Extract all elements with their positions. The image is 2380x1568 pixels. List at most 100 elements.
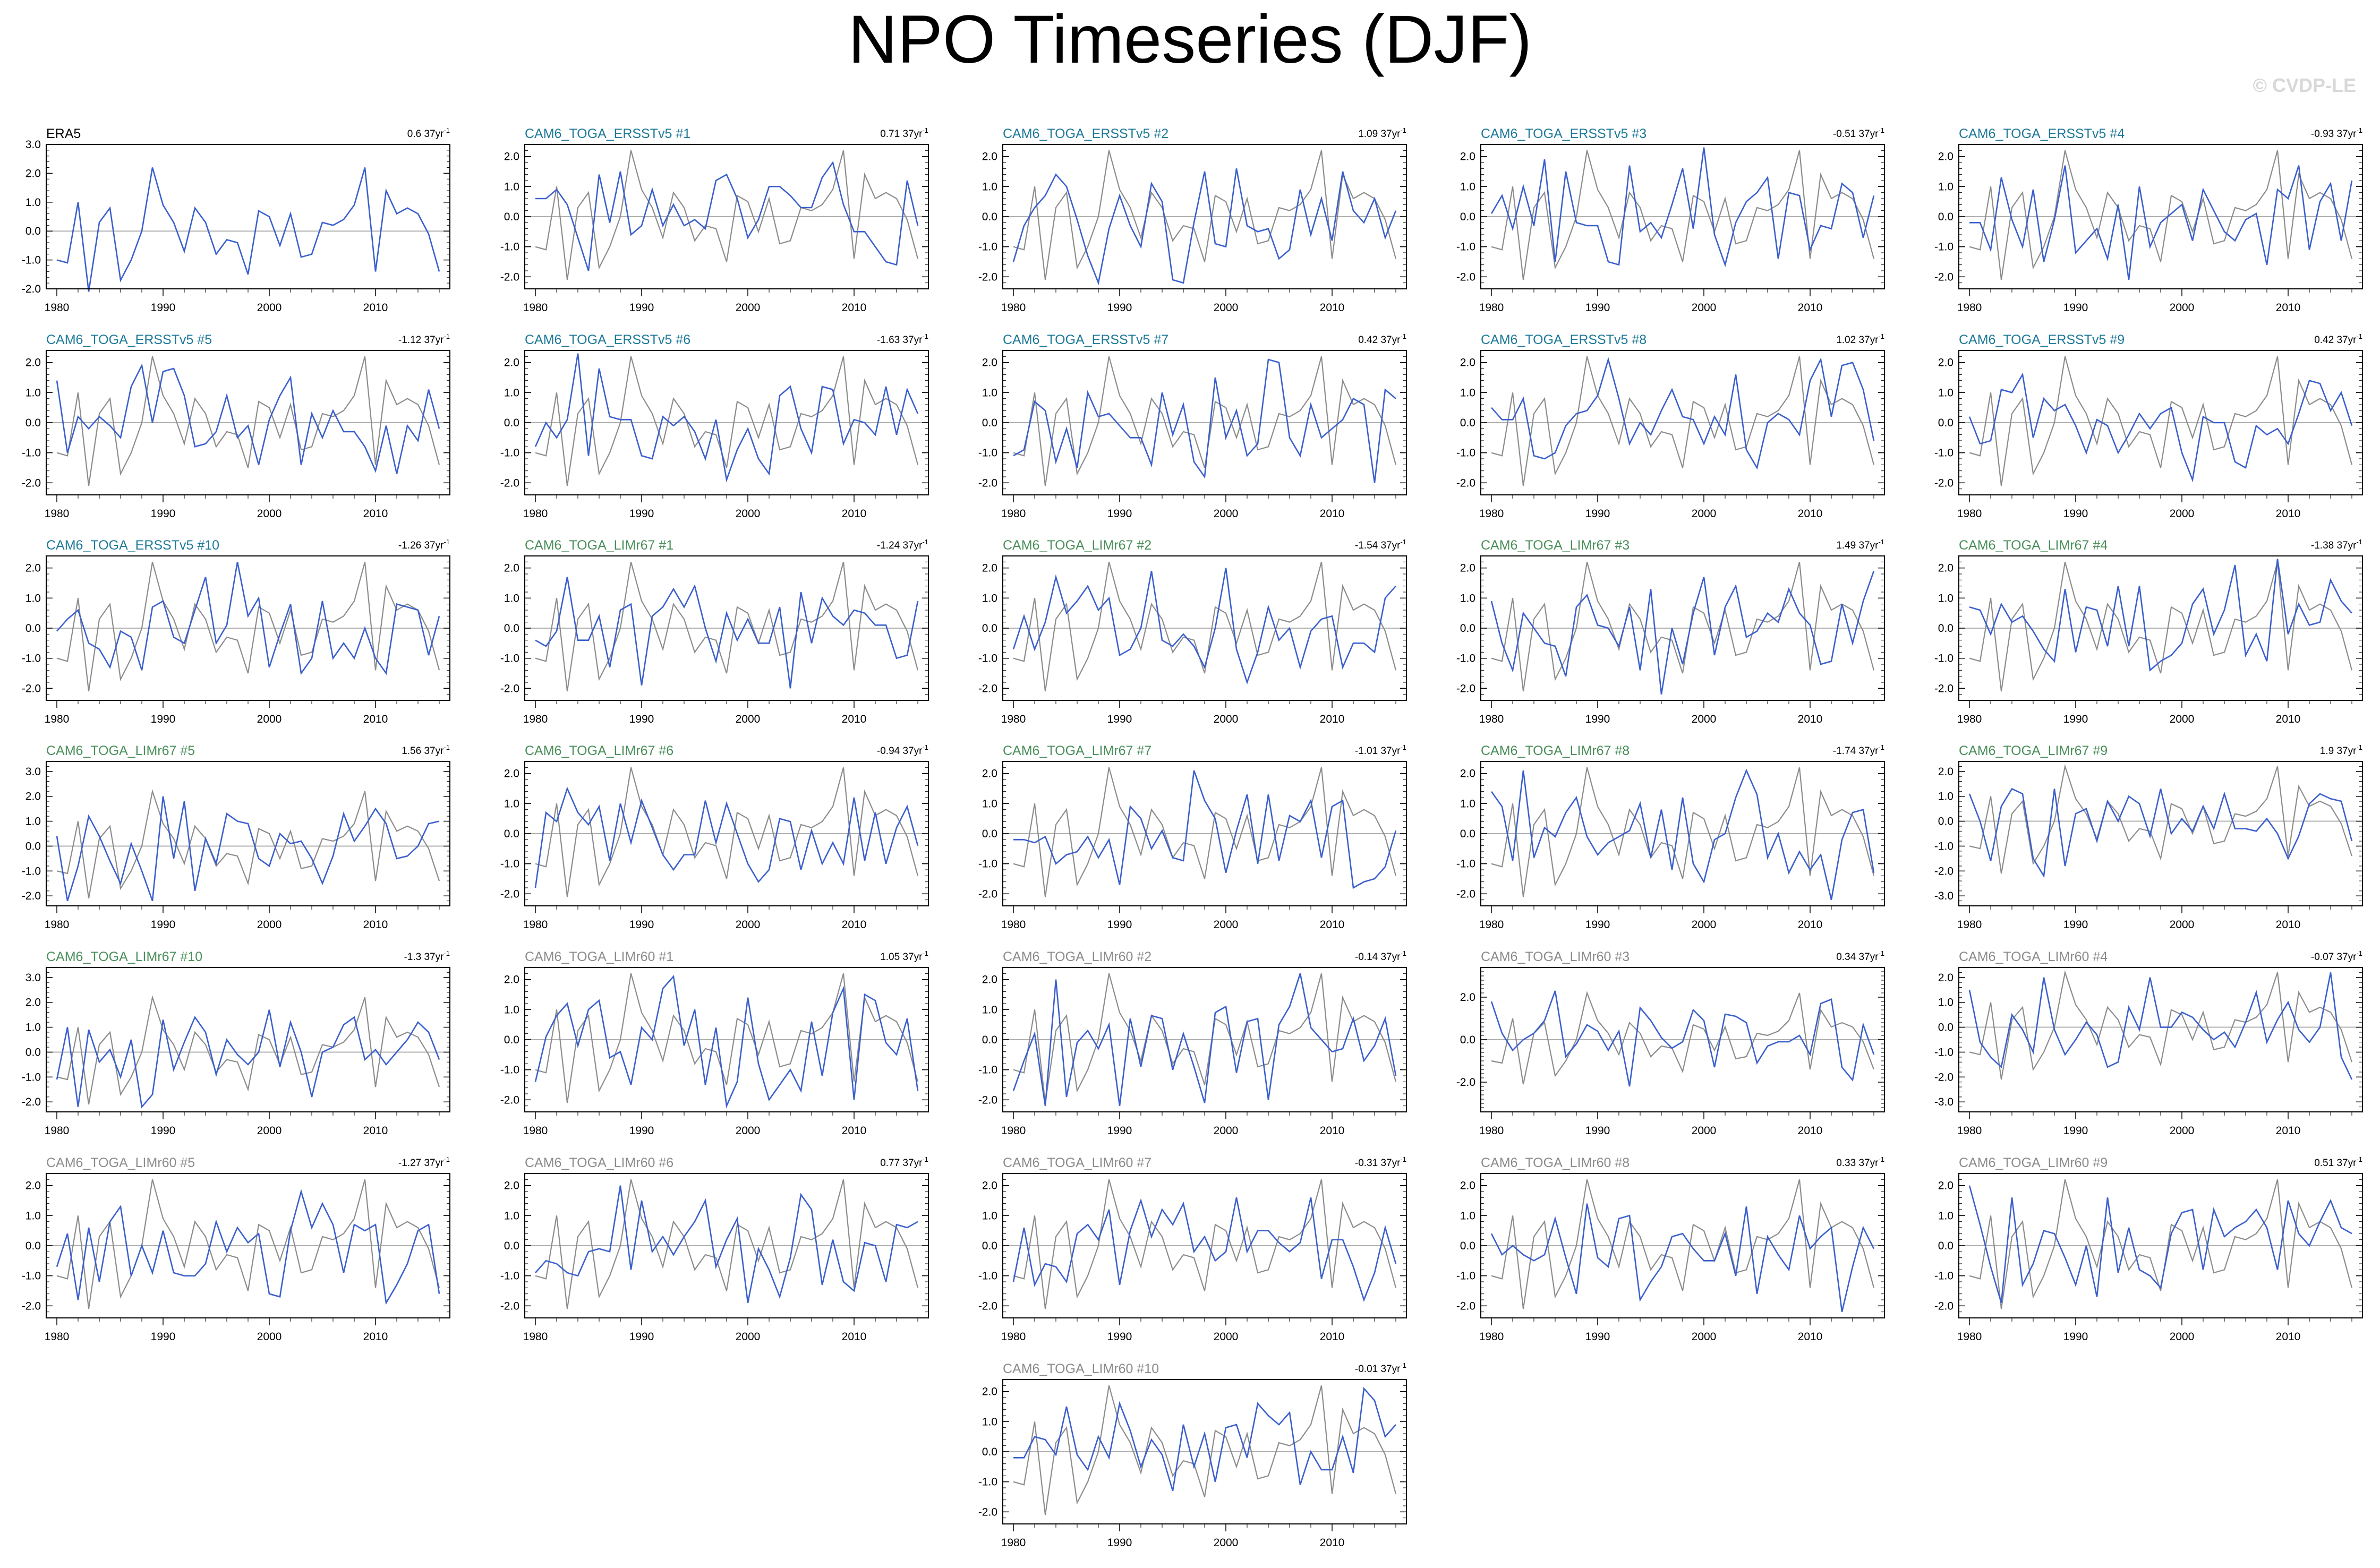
x-tick-label: 1980 xyxy=(45,508,70,520)
y-tick-label: 2.0 xyxy=(25,791,41,803)
trend-label: -1.3 37yr-1 xyxy=(404,949,450,963)
panel-title: CAM6_TOGA_LIMr67 #6 xyxy=(525,743,673,758)
plot-frame xyxy=(524,144,929,289)
trend-label: -0.93 37yr-1 xyxy=(2311,126,2362,140)
panel-title: CAM6_TOGA_LIMr60 #2 xyxy=(1003,949,1151,964)
x-tick-label: 2000 xyxy=(1692,508,1717,520)
x-tick-label: 1980 xyxy=(1001,1537,1026,1549)
x-tick-label: 2010 xyxy=(1798,508,1823,520)
x-tick-label: 1990 xyxy=(151,1331,176,1343)
y-tick-label: 0.0 xyxy=(982,1446,997,1458)
y-tick-label: 1.0 xyxy=(1938,181,1954,193)
plot-frame xyxy=(1958,350,2363,495)
trend-label: -1.26 37yr-1 xyxy=(398,538,450,551)
chart-panel: CAM6_TOGA_LIMr67 #9 1.9 37yr-1 -3.0 -2.0 -1.… xyxy=(1934,743,2363,931)
y-tick-label: 1.0 xyxy=(504,1210,519,1222)
chart-panel: CAM6_TOGA_LIMr60 #4 -0.07 37yr-1 -3.0 -2.0 -… xyxy=(1934,949,2363,1137)
trend-label: -0.31 37yr-1 xyxy=(1355,1155,1406,1169)
panel-title: CAM6_TOGA_LIMr67 #1 xyxy=(525,538,673,553)
chart-panel: CAM6_TOGA_ERSSTv5 #10 -1.26 37yr-1 -2.0 -1.… xyxy=(22,538,450,725)
observed-series-line xyxy=(56,562,440,692)
panel-title: CAM6_TOGA_LIMr60 #3 xyxy=(1481,949,1630,964)
y-tick-label: 2.0 xyxy=(1938,151,1954,163)
chart-panel: CAM6_TOGA_LIMr67 #5 1.56 37yr-1 -2.0 -1.0 0.… xyxy=(22,743,450,931)
y-tick-label: 2.0 xyxy=(1460,151,1475,163)
x-tick-label: 1990 xyxy=(151,1125,176,1137)
model-series-line xyxy=(1013,1386,1396,1492)
trend-label: 1.02 37yr-1 xyxy=(1836,332,1884,346)
model-series-line xyxy=(1012,1197,1397,1302)
x-tick-label: 1980 xyxy=(523,1125,548,1137)
y-tick-label: 1.0 xyxy=(982,1004,997,1016)
y-tick-label: 2.0 xyxy=(504,974,519,986)
model-series-line xyxy=(1968,787,2353,878)
y-tick-label: 2.0 xyxy=(504,1180,519,1192)
plot-frame xyxy=(1958,761,2363,906)
y-tick-label: 0.0 xyxy=(504,1034,519,1046)
y-tick-label: 1.0 xyxy=(982,387,997,399)
x-tick-label: 2010 xyxy=(363,1125,388,1137)
panel-title: CAM6_TOGA_LIMr67 #3 xyxy=(1481,538,1630,553)
y-tick-label: 1.0 xyxy=(1460,387,1475,399)
y-tick-label: -1.0 xyxy=(1456,653,1475,665)
chart-panel: CAM6_TOGA_LIMr60 #1 1.05 37yr-1 -2.0 -1.0 0.… xyxy=(500,949,929,1137)
panel-title: CAM6_TOGA_ERSSTv5 #4 xyxy=(1959,126,2125,141)
x-tick-label: 1990 xyxy=(1107,302,1132,314)
model-series-line xyxy=(1968,972,2353,1080)
y-tick-label: -2.0 xyxy=(22,890,41,902)
y-tick-label: 2.0 xyxy=(504,357,519,369)
observed-series-line xyxy=(56,356,440,486)
y-tick-label: -1.0 xyxy=(22,653,41,665)
y-tick-label: -2.0 xyxy=(500,888,519,900)
x-tick-label: 2000 xyxy=(2170,1125,2195,1137)
x-tick-label: 1990 xyxy=(151,713,176,725)
y-tick-label: 1.0 xyxy=(982,798,997,810)
y-tick-label: -2.0 xyxy=(500,1300,519,1312)
y-tick-label: 0.0 xyxy=(982,1034,997,1046)
trend-label: 0.51 37yr-1 xyxy=(2314,1155,2362,1169)
x-tick-label: 1980 xyxy=(1957,508,1982,520)
x-tick-label: 1980 xyxy=(523,919,548,931)
y-tick-label: -1.0 xyxy=(978,447,997,459)
y-tick-label: 1.0 xyxy=(982,592,997,604)
y-tick-label: 0.0 xyxy=(25,1046,41,1058)
x-tick-label: 2010 xyxy=(1320,302,1345,314)
y-tick-label: 0.0 xyxy=(1460,828,1475,840)
chart-panel: CAM6_TOGA_LIMr60 #3 0.34 37yr-1 -2.0 0.0 2.0… xyxy=(1456,949,1885,1137)
y-tick-label: 2.0 xyxy=(982,974,997,986)
y-tick-label: 1.0 xyxy=(25,196,41,209)
panel-title: CAM6_TOGA_LIMr60 #7 xyxy=(1003,1155,1151,1170)
x-tick-label: 2000 xyxy=(257,713,282,725)
y-tick-label: -2.0 xyxy=(22,1096,41,1108)
model-series-line xyxy=(56,562,440,675)
trend-label: 0.34 37yr-1 xyxy=(1836,949,1884,963)
x-tick-label: 1980 xyxy=(1479,713,1504,725)
y-tick-label: -1.0 xyxy=(22,254,41,267)
x-tick-label: 1980 xyxy=(523,1331,548,1343)
x-tick-label: 1990 xyxy=(1107,919,1132,931)
observed-series-line xyxy=(535,767,919,897)
y-tick-label: 0.0 xyxy=(25,622,41,635)
y-tick-label: 2.0 xyxy=(1938,357,1954,369)
y-tick-label: 2.0 xyxy=(1938,1180,1954,1192)
x-tick-label: 1980 xyxy=(45,919,70,931)
x-tick-label: 1980 xyxy=(1957,302,1982,314)
y-tick-label: 1.0 xyxy=(25,592,41,604)
y-tick-label: -2.0 xyxy=(22,283,41,295)
panel-title: CAM6_TOGA_ERSSTv5 #8 xyxy=(1481,332,1647,347)
model-series-line xyxy=(1969,559,2352,672)
x-tick-label: 2000 xyxy=(1692,1331,1717,1343)
y-tick-label: 0.0 xyxy=(1938,816,1954,828)
observed-series-line xyxy=(56,789,440,899)
plot-frame xyxy=(524,1173,929,1318)
chart-panel: CAM6_TOGA_ERSSTv5 #3 -0.51 37yr-1 -2.0 -1.0… xyxy=(1456,126,1885,314)
y-tick-label: 1.0 xyxy=(982,181,997,193)
y-tick-label: -2.0 xyxy=(1934,1300,1954,1312)
plot-frame xyxy=(524,967,929,1112)
plot-frame xyxy=(1002,1379,1407,1524)
y-tick-label: -2.0 xyxy=(1934,682,1954,695)
y-tick-label: 0.0 xyxy=(1938,211,1954,223)
observed-series-line xyxy=(1491,356,1875,486)
y-tick-label: 1.0 xyxy=(504,387,519,399)
panel-title: CAM6_TOGA_ERSSTv5 #10 xyxy=(46,538,219,553)
